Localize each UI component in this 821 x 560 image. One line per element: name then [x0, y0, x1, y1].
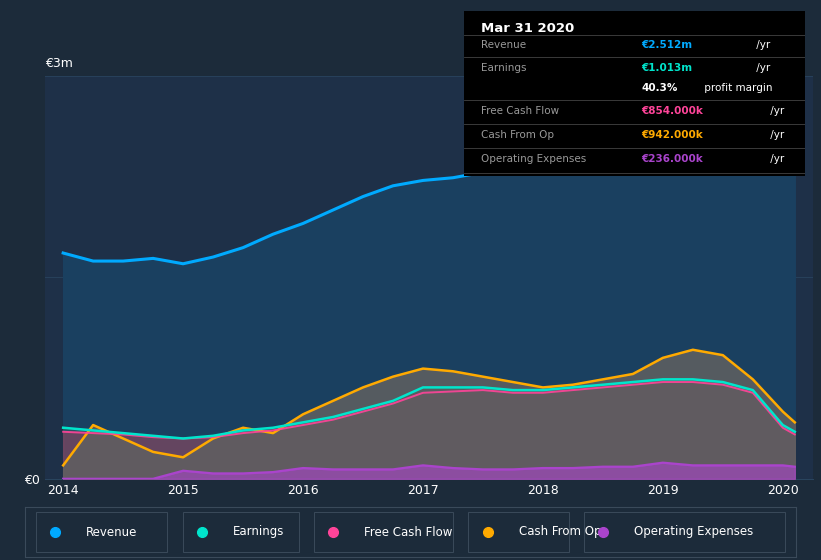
- Text: Free Cash Flow: Free Cash Flow: [481, 106, 559, 116]
- Text: 40.3%: 40.3%: [641, 83, 677, 93]
- Text: €3m: €3m: [45, 57, 73, 70]
- Text: Mar 31 2020: Mar 31 2020: [481, 22, 574, 35]
- Text: /yr: /yr: [767, 106, 784, 116]
- Text: Earnings: Earnings: [481, 63, 526, 73]
- Text: Revenue: Revenue: [86, 525, 138, 539]
- Text: Revenue: Revenue: [481, 40, 526, 50]
- Text: /yr: /yr: [754, 63, 771, 73]
- Text: €236.000k: €236.000k: [641, 154, 703, 164]
- Text: Operating Expenses: Operating Expenses: [481, 154, 586, 164]
- Text: /yr: /yr: [767, 154, 784, 164]
- Text: /yr: /yr: [767, 130, 784, 140]
- Text: Cash From Op: Cash From Op: [481, 130, 554, 140]
- Text: €942.000k: €942.000k: [641, 130, 703, 140]
- Text: Cash From Op: Cash From Op: [519, 525, 601, 539]
- Text: €854.000k: €854.000k: [641, 106, 703, 116]
- Text: /yr: /yr: [754, 40, 771, 50]
- Text: €1.013m: €1.013m: [641, 63, 692, 73]
- Text: profit margin: profit margin: [700, 83, 773, 93]
- Text: Earnings: Earnings: [233, 525, 284, 539]
- Text: €2.512m: €2.512m: [641, 40, 692, 50]
- Text: Free Cash Flow: Free Cash Flow: [365, 525, 452, 539]
- Text: Operating Expenses: Operating Expenses: [635, 525, 754, 539]
